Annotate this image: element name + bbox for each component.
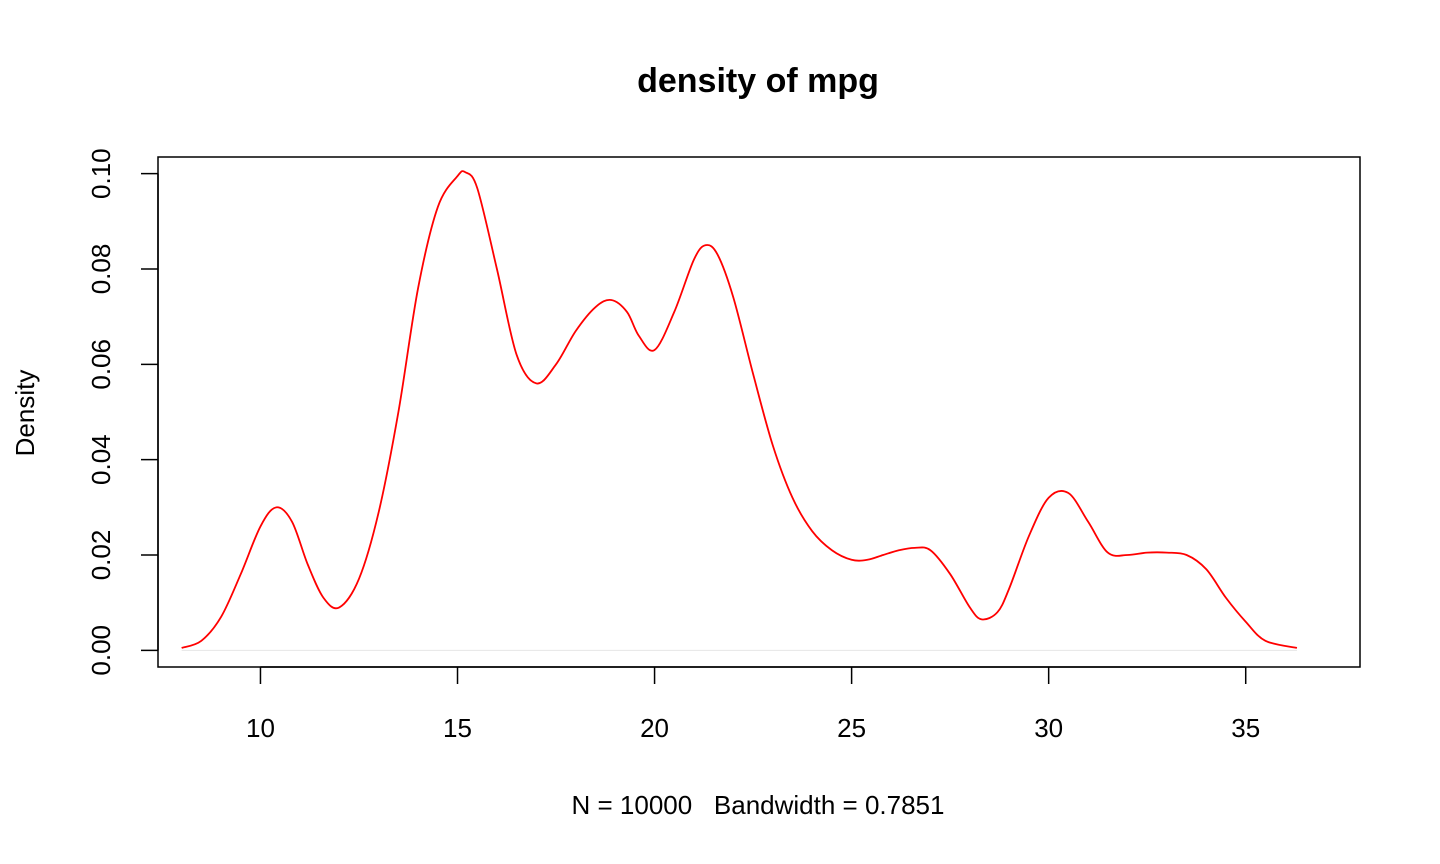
y-tick-label: 0.10 <box>86 148 116 199</box>
y-axis-label: Density <box>10 370 40 457</box>
y-tick-label: 0.08 <box>86 244 116 295</box>
plot-box <box>157 156 1361 668</box>
x-tick-label: 30 <box>1034 713 1063 743</box>
x-tick-label: 10 <box>246 713 275 743</box>
x-tick-label: 35 <box>1231 713 1260 743</box>
chart-title: density of mpg <box>637 62 879 100</box>
density-line <box>181 170 1298 649</box>
x-tick-label: 15 <box>443 713 472 743</box>
x-tick-label: 25 <box>837 713 866 743</box>
y-tick-label: 0.00 <box>86 625 116 676</box>
y-tick-label: 0.04 <box>86 434 116 485</box>
x-axis: 10 15 20 25 30 35 <box>246 666 1260 743</box>
y-tick-label: 0.06 <box>86 339 116 390</box>
y-tick-label: 0.02 <box>86 530 116 581</box>
x-tick-label: 20 <box>640 713 669 743</box>
x-axis-label: N = 10000 Bandwidth = 0.7851 <box>572 790 945 820</box>
y-axis: 0.00 0.02 0.04 0.06 0.08 0.10 <box>86 148 159 676</box>
